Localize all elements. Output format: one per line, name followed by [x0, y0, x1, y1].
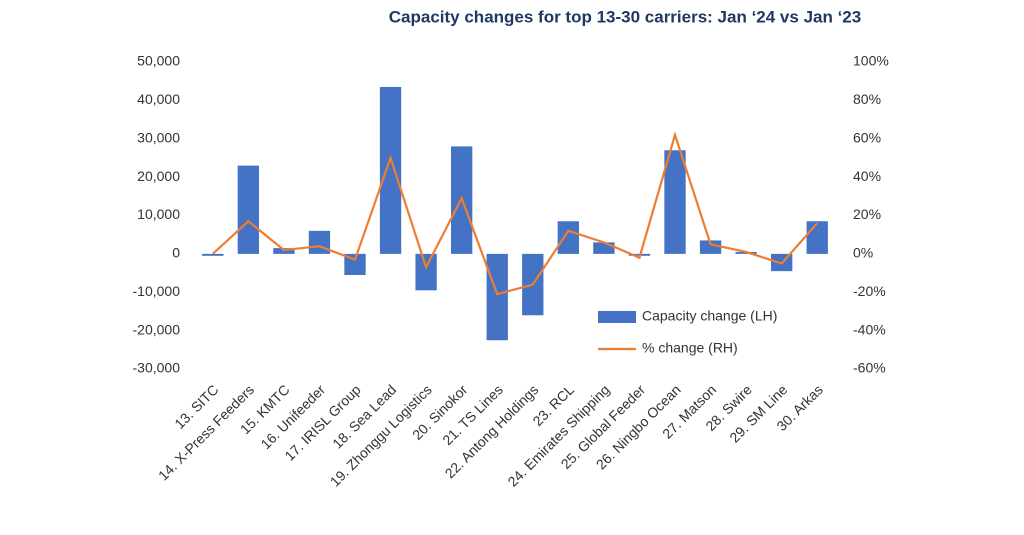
y2-tick-label: 80%: [853, 91, 881, 107]
y2-tick-label: 0%: [853, 245, 873, 261]
bar: [308, 230, 331, 254]
y2-tick-label: -60%: [853, 360, 886, 376]
legend-swatch: [598, 311, 636, 323]
bar: [237, 165, 259, 254]
y-tick-label: 0: [172, 245, 180, 261]
chart-title: Capacity changes for top 13-30 carriers:…: [389, 7, 861, 26]
bar: [202, 253, 224, 256]
y-tick-label: 40,000: [137, 91, 180, 107]
y2-tick-label: 100%: [853, 53, 889, 69]
bar: [664, 150, 686, 254]
y2-tick-label: 20%: [853, 206, 881, 222]
line: [212, 131, 819, 296]
y2-tick-label: 60%: [853, 129, 881, 145]
y-tick-label: 20,000: [137, 168, 180, 184]
bar: [557, 221, 579, 254]
bar: [593, 242, 615, 254]
y2-tick-label: 40%: [853, 168, 881, 184]
y-tick-label: 50,000: [137, 53, 180, 69]
bar: [344, 253, 366, 275]
bar: [699, 240, 722, 254]
y2-tick-label: -40%: [853, 321, 886, 337]
y-tick-label: -20,000: [133, 321, 181, 337]
y-tick-label: 30,000: [137, 129, 180, 145]
y2-tick-label: -20%: [853, 283, 886, 299]
bar: [486, 253, 508, 341]
bar: [415, 253, 437, 291]
bar: [379, 86, 402, 254]
legend-label: % change (RH): [642, 340, 738, 356]
y-tick-label: -30,000: [133, 360, 181, 376]
y-tick-label: -10,000: [133, 283, 181, 299]
bar: [806, 221, 828, 254]
y-tick-label: 10,000: [137, 206, 180, 222]
legend-label: Capacity change (LH): [642, 308, 777, 324]
